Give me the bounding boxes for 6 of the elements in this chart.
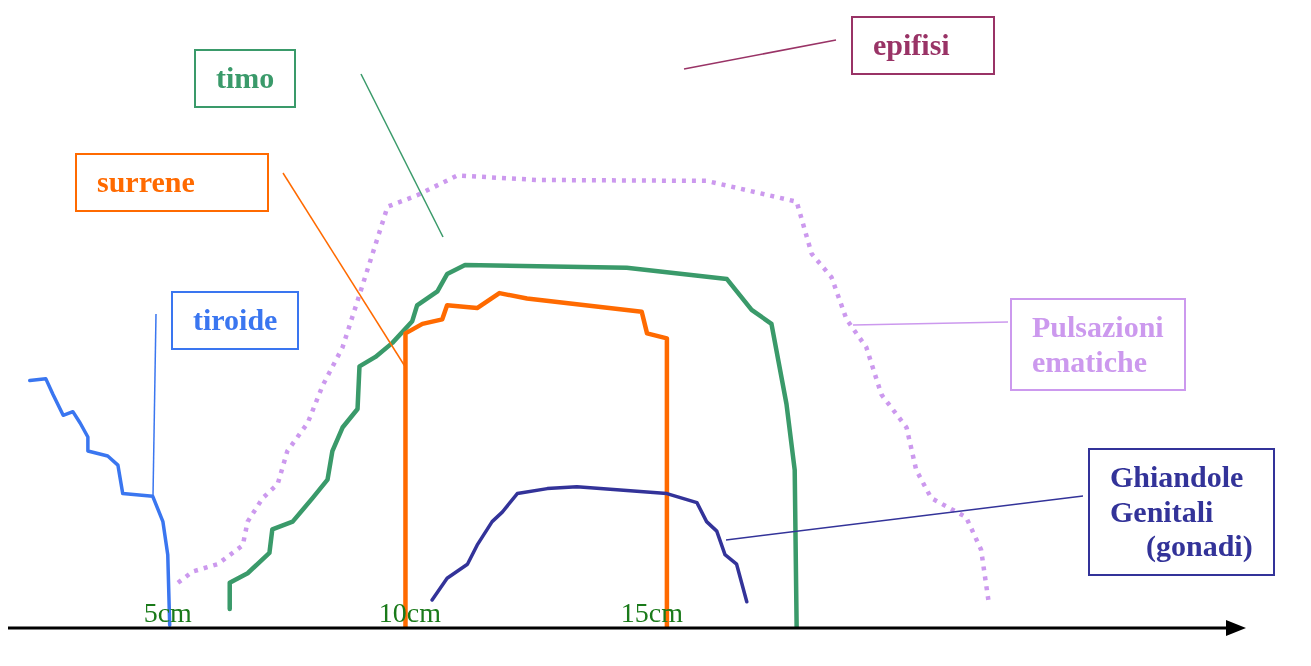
text: Ghiandole Genitali (gonadi) <box>1110 460 1253 564</box>
text: tiroide <box>193 303 278 338</box>
text: surrene <box>97 165 196 200</box>
text: epifisi <box>851 16 995 75</box>
text: timo <box>216 61 275 96</box>
text: Pulsazioni ematiche <box>1032 310 1164 379</box>
